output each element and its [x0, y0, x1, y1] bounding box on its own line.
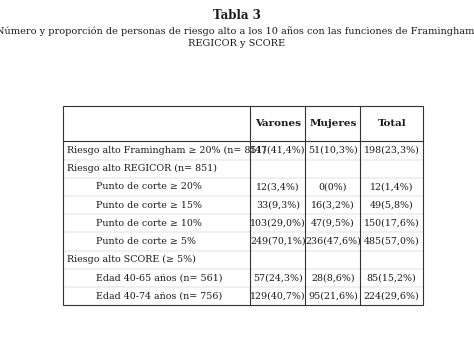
Text: 103(29,0%): 103(29,0%) [250, 219, 306, 228]
Text: Total: Total [377, 119, 406, 128]
Text: 249(70,1%): 249(70,1%) [250, 237, 306, 246]
Text: Mujeres: Mujeres [309, 119, 356, 128]
Text: 85(15,2%): 85(15,2%) [367, 273, 417, 282]
Text: Número y proporción de personas de riesgo alto a los 10 años con las funciones d: Número y proporción de personas de riesg… [0, 26, 474, 48]
Text: 147(41,4%): 147(41,4%) [250, 146, 306, 155]
Text: Edad 40-65 años (n= 561): Edad 40-65 años (n= 561) [84, 273, 222, 282]
Text: Punto de corte ≥ 5%: Punto de corte ≥ 5% [84, 237, 196, 246]
Text: Varones: Varones [255, 119, 301, 128]
Text: Edad 40-74 años (n= 756): Edad 40-74 años (n= 756) [84, 292, 222, 300]
Text: 0(0%): 0(0%) [319, 182, 347, 191]
Text: 57(24,3%): 57(24,3%) [253, 273, 303, 282]
Text: 12(3,4%): 12(3,4%) [256, 182, 300, 191]
Text: 16(3,2%): 16(3,2%) [311, 201, 355, 209]
Text: 150(17,6%): 150(17,6%) [364, 219, 419, 228]
Text: Punto de corte ≥ 20%: Punto de corte ≥ 20% [84, 182, 202, 191]
Text: 236(47,6%): 236(47,6%) [305, 237, 361, 246]
Text: Tabla 3: Tabla 3 [213, 9, 261, 22]
Text: 33(9,3%): 33(9,3%) [256, 201, 300, 209]
Text: 485(57,0%): 485(57,0%) [364, 237, 419, 246]
Text: 224(29,6%): 224(29,6%) [364, 292, 419, 300]
Text: 129(40,7%): 129(40,7%) [250, 292, 306, 300]
Text: Punto de corte ≥ 15%: Punto de corte ≥ 15% [84, 201, 202, 209]
Text: 28(8,6%): 28(8,6%) [311, 273, 355, 282]
Text: 95(21,6%): 95(21,6%) [308, 292, 358, 300]
Text: 47(9,5%): 47(9,5%) [311, 219, 355, 228]
Bar [63, 106, 423, 305]
Text: Riesgo alto SCORE (≥ 5%): Riesgo alto SCORE (≥ 5%) [67, 255, 196, 264]
Text: 198(23,3%): 198(23,3%) [364, 146, 419, 155]
Text: Riesgo alto REGICOR (n= 851): Riesgo alto REGICOR (n= 851) [67, 164, 218, 173]
Text: Punto de corte ≥ 10%: Punto de corte ≥ 10% [84, 219, 202, 228]
Text: 51(10,3%): 51(10,3%) [308, 146, 358, 155]
Text: Riesgo alto Framingham ≥ 20% (n= 851): Riesgo alto Framingham ≥ 20% (n= 851) [67, 146, 266, 155]
Text: 12(1,4%): 12(1,4%) [370, 182, 413, 191]
Text: 49(5,8%): 49(5,8%) [370, 201, 414, 209]
